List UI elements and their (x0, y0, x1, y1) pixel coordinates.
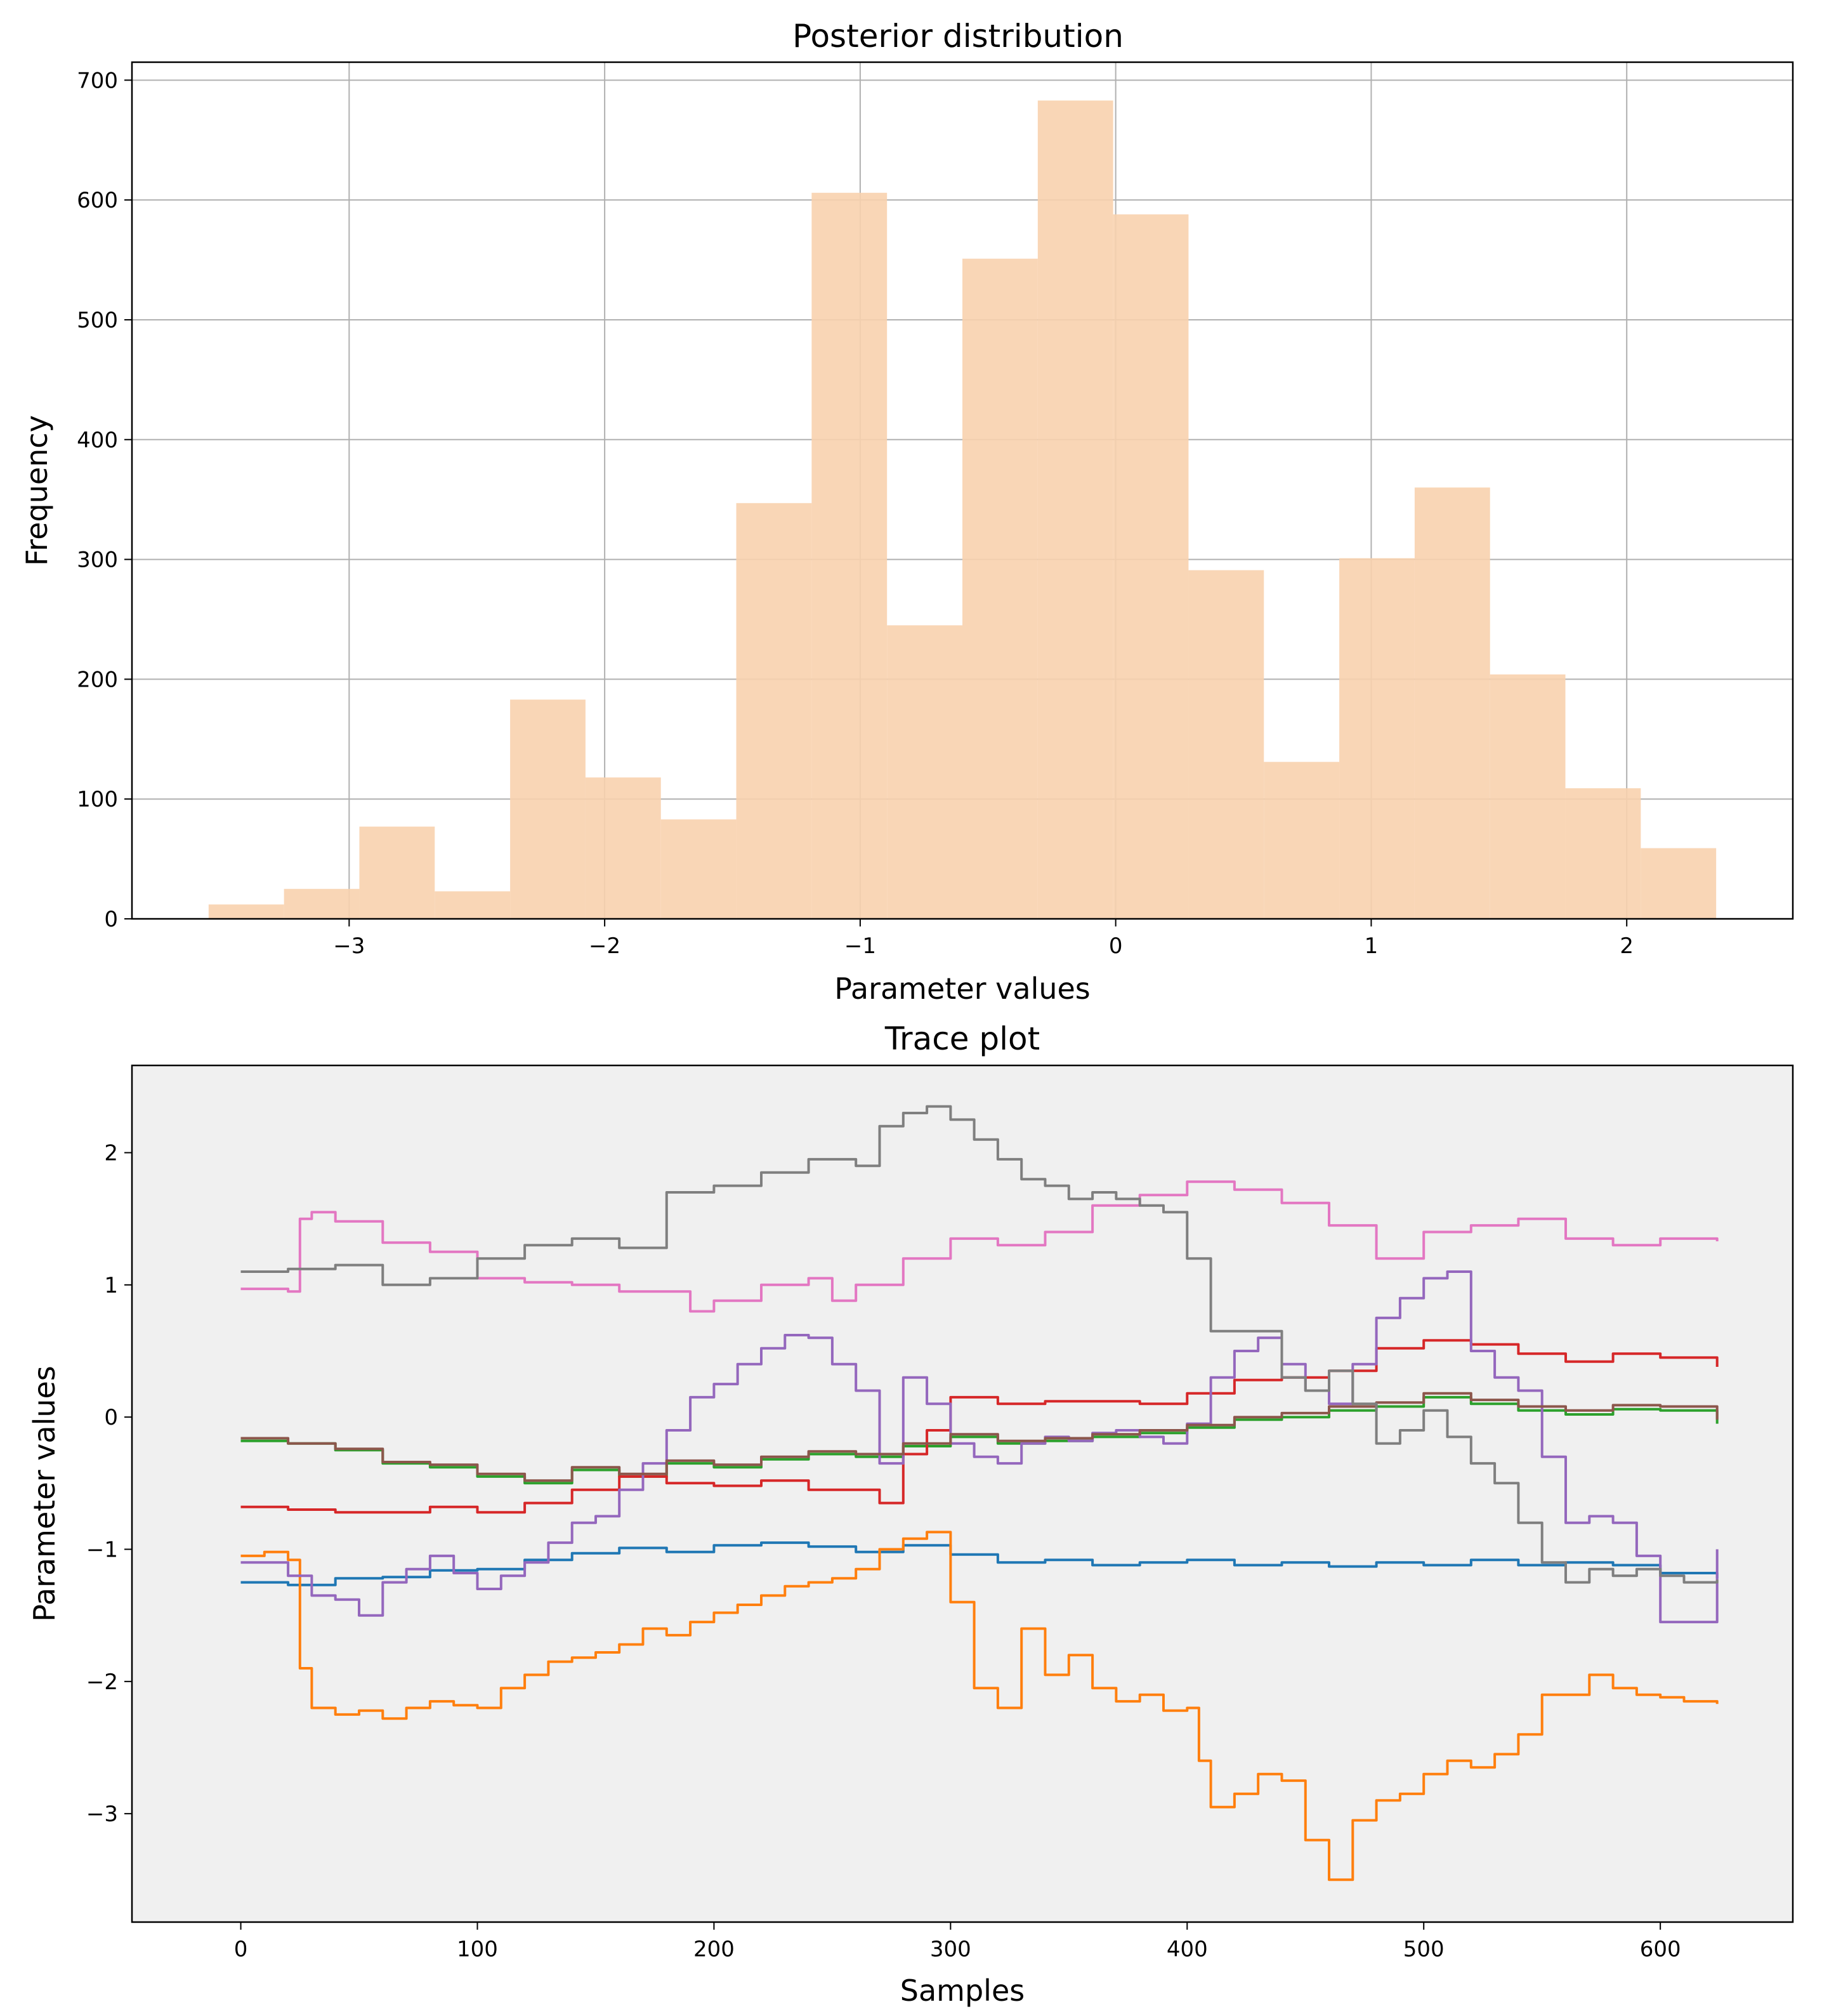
histogram-bar (208, 904, 284, 919)
y-tick-label: 600 (77, 188, 118, 213)
histogram-bar (1490, 674, 1566, 919)
trace-plot-background (132, 1065, 1793, 1922)
x-tick-label: 200 (693, 1937, 735, 1962)
trace-plot-frame (131, 1064, 1794, 1923)
histogram-bar (736, 503, 812, 919)
trace-ticks: 0 100 200 300 400 500 600 −3 −2 −1 0 1 2 (86, 1141, 1681, 1963)
histogram-bar (1113, 214, 1189, 919)
y-tick-label: 500 (77, 308, 118, 333)
y-tick-label: 300 (77, 548, 118, 573)
y-tick-label: −3 (86, 1802, 118, 1827)
histogram-x-axis-label: Parameter values (834, 972, 1091, 1006)
x-tick-label: 2 (1620, 933, 1634, 959)
histogram-bar (1565, 788, 1641, 919)
x-tick-label: 0 (234, 1937, 248, 1962)
y-tick-label: 2 (104, 1141, 118, 1166)
histogram-bar (1641, 848, 1717, 919)
trace-line (240, 1180, 1719, 1313)
trace-y-axis-label: Parameter values (27, 1366, 62, 1622)
trace-x-axis-label: Samples (900, 1973, 1025, 2008)
histogram-bar (510, 699, 586, 919)
y-tick-label: −2 (86, 1670, 118, 1695)
y-tick-label: 0 (104, 907, 118, 932)
histogram-bar (1037, 100, 1113, 919)
histogram-bar (1188, 570, 1264, 919)
trace-lines (240, 1105, 1719, 1881)
y-tick-label: −1 (86, 1538, 118, 1563)
trace-line (240, 1105, 1719, 1584)
histogram-bar (585, 777, 661, 919)
trace-title: Trace plot (884, 1020, 1040, 1057)
x-tick-label: 1 (1365, 933, 1379, 959)
trace-line (240, 1541, 1719, 1586)
histogram-bar (359, 826, 435, 919)
histogram-bar (811, 192, 888, 919)
y-tick-label: 400 (77, 428, 118, 453)
trace-line (240, 1531, 1719, 1881)
x-tick-label: 0 (1109, 933, 1123, 959)
histogram-bar (887, 625, 962, 919)
histogram-panel: −3 −2 −1 0 1 2 0 100 200 300 400 500 600 700 Posterio… (20, 18, 1794, 1006)
trace-line (240, 1392, 1719, 1482)
histogram-plot-frame (131, 61, 1794, 920)
histogram-title: Posterior distribution (792, 18, 1124, 55)
y-tick-label: 700 (77, 68, 118, 93)
histogram-ticks: −3 −2 −1 0 1 2 0 100 200 300 400 500 600 700 (77, 68, 1634, 959)
x-tick-label: 100 (457, 1937, 498, 1962)
histogram-bar (962, 258, 1038, 919)
trace-line (240, 1270, 1719, 1624)
histogram-y-axis-label: Frequency (20, 415, 54, 566)
x-tick-label: 500 (1403, 1937, 1445, 1962)
x-tick-label: −2 (589, 933, 620, 959)
x-tick-label: −1 (844, 933, 876, 959)
y-tick-label: 0 (104, 1405, 118, 1430)
y-tick-label: 100 (77, 787, 118, 812)
x-tick-label: 600 (1640, 1937, 1681, 1962)
histogram-bar (1414, 487, 1490, 919)
histogram-bar (1264, 761, 1340, 919)
histogram-bar (1339, 558, 1415, 919)
y-tick-label: 1 (104, 1273, 118, 1298)
histogram-bar (284, 888, 360, 919)
histogram-bar (660, 819, 737, 919)
histogram-bars (208, 100, 1717, 919)
x-tick-label: 400 (1167, 1937, 1208, 1962)
y-tick-label: 200 (77, 667, 118, 692)
x-tick-label: −3 (333, 933, 365, 959)
histogram-bar (435, 891, 511, 919)
x-tick-label: 300 (930, 1937, 971, 1962)
